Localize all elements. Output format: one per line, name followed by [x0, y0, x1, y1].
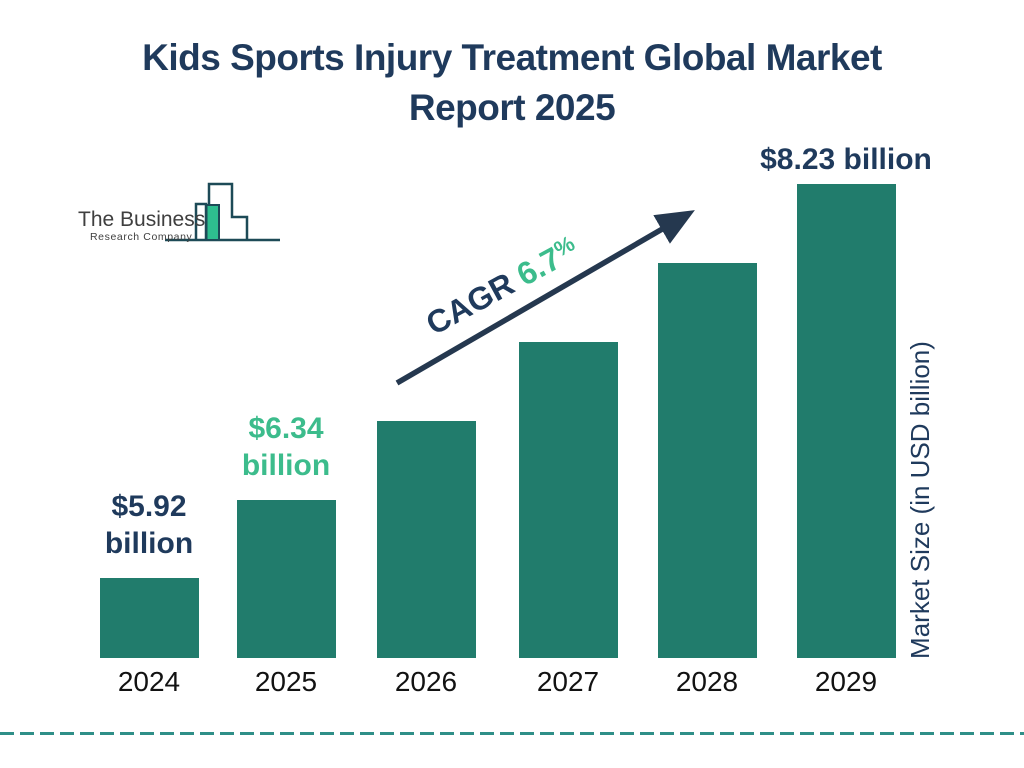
- bar-2029: [796, 184, 896, 658]
- x-tick-label-2029: 2029: [814, 666, 878, 697]
- value-label-line: $8.23 billion: [760, 143, 932, 176]
- bar-2026: [376, 421, 476, 658]
- bar-2027: [518, 342, 618, 658]
- logo-text: The Business: [78, 208, 205, 231]
- value-label-2024: $5.92 billion: [39, 488, 259, 562]
- bottom-dashed-divider: [0, 732, 1024, 735]
- x-tick-label-2027: 2027: [536, 666, 600, 697]
- x-tick-label-2028: 2028: [675, 666, 739, 697]
- value-label-2029: $8.23 billion: [736, 141, 956, 178]
- company-logo: The Business Research Company: [78, 182, 280, 243]
- page-title: Kids Sports Injury Treatment Global Mark…: [142, 37, 882, 128]
- value-label-2025: $6.34 billion: [176, 410, 396, 484]
- value-label-line: billion: [104, 527, 194, 560]
- bar-2028: [657, 263, 757, 658]
- logo-subtext: Research Company: [90, 231, 193, 243]
- bar-2024: [99, 578, 199, 658]
- value-label-line: $5.92: [111, 490, 187, 523]
- cagr-trend-arrow-icon: [395, 210, 695, 386]
- y-axis-label: Market Size (in USD billion): [905, 341, 935, 659]
- x-tick-label-2024: 2024: [117, 666, 181, 697]
- bar-2025: [236, 500, 336, 658]
- logo-bars-icon: [165, 182, 280, 242]
- x-tick-label-2026: 2026: [394, 666, 458, 697]
- value-label-line: $6.34: [248, 412, 324, 445]
- x-tick-label-2025: 2025: [254, 666, 318, 697]
- value-label-line: billion: [241, 449, 331, 482]
